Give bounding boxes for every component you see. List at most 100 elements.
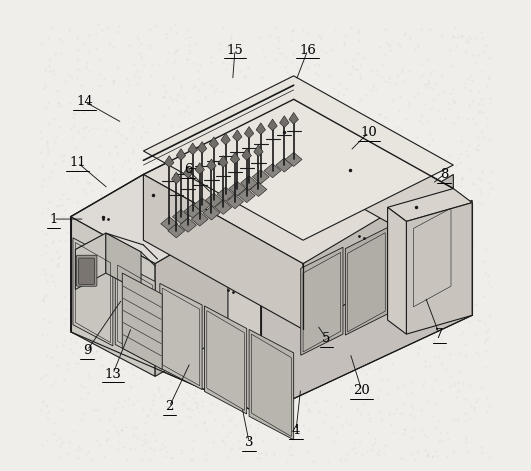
Point <box>189 437 197 444</box>
Point <box>294 300 303 308</box>
Point <box>314 62 323 69</box>
Point <box>401 185 409 193</box>
Point <box>434 107 442 115</box>
Point <box>374 447 383 454</box>
Point <box>336 376 345 384</box>
Point <box>292 146 301 153</box>
Point <box>102 127 110 134</box>
Point <box>370 120 378 128</box>
Point <box>275 93 284 101</box>
Point <box>68 235 77 242</box>
Point <box>485 179 493 187</box>
Point <box>172 28 181 36</box>
Point <box>204 368 213 375</box>
Polygon shape <box>244 127 254 138</box>
Point <box>207 81 215 89</box>
Point <box>451 24 460 31</box>
Point <box>178 307 187 315</box>
Point <box>43 330 52 338</box>
Point <box>249 315 258 322</box>
Polygon shape <box>388 207 406 334</box>
Point <box>159 94 168 101</box>
Point <box>170 212 179 219</box>
Point <box>399 430 408 437</box>
Point <box>39 265 48 273</box>
Point <box>69 114 78 121</box>
Point <box>246 171 255 179</box>
Point <box>174 174 182 182</box>
Point <box>426 210 435 218</box>
Point <box>302 102 310 110</box>
Point <box>433 279 442 286</box>
Point <box>133 67 141 75</box>
Point <box>54 260 63 267</box>
Point <box>78 382 86 390</box>
Point <box>408 403 416 411</box>
Point <box>182 359 190 366</box>
Point <box>466 414 475 422</box>
Point <box>331 400 340 408</box>
Point <box>114 127 123 135</box>
Point <box>465 142 473 149</box>
Point <box>56 102 65 109</box>
Text: 9: 9 <box>83 344 91 357</box>
Point <box>107 163 116 171</box>
Point <box>212 185 221 192</box>
Point <box>83 59 92 67</box>
Point <box>431 424 439 432</box>
Polygon shape <box>203 206 220 220</box>
Point <box>463 283 471 290</box>
Point <box>154 154 162 162</box>
Point <box>88 197 96 204</box>
Point <box>478 133 487 141</box>
Point <box>61 315 70 322</box>
Point <box>293 334 301 342</box>
Point <box>305 285 314 293</box>
Point <box>250 221 259 229</box>
Point <box>181 231 189 238</box>
Point <box>425 141 433 149</box>
Polygon shape <box>204 306 247 414</box>
Point <box>259 436 267 443</box>
Point <box>271 24 279 31</box>
Point <box>130 272 139 279</box>
Point <box>45 62 53 70</box>
Point <box>346 70 355 77</box>
Point <box>374 394 382 402</box>
Point <box>299 231 308 238</box>
Point <box>259 46 267 54</box>
Point <box>67 73 76 81</box>
Point <box>247 130 256 138</box>
Point <box>177 84 185 91</box>
Point <box>150 268 158 276</box>
Point <box>89 125 97 132</box>
Point <box>72 327 80 335</box>
Point <box>423 141 432 148</box>
Point <box>139 122 148 130</box>
Point <box>324 115 333 123</box>
Point <box>301 370 309 377</box>
Point <box>81 383 90 390</box>
Point <box>129 424 137 432</box>
Point <box>321 412 329 419</box>
Point <box>426 158 435 166</box>
Point <box>454 294 463 301</box>
Point <box>340 199 349 207</box>
Point <box>57 151 65 159</box>
Point <box>121 158 129 166</box>
Point <box>445 151 453 159</box>
Point <box>457 331 466 338</box>
Point <box>355 37 363 44</box>
Point <box>212 354 221 362</box>
Point <box>341 353 349 360</box>
Point <box>460 214 469 221</box>
Point <box>442 429 451 437</box>
Point <box>53 203 61 210</box>
Point <box>78 203 86 211</box>
Point <box>458 278 467 286</box>
Point <box>77 272 85 280</box>
Point <box>168 454 176 461</box>
Point <box>398 196 407 204</box>
Point <box>341 455 349 463</box>
Point <box>136 374 145 382</box>
